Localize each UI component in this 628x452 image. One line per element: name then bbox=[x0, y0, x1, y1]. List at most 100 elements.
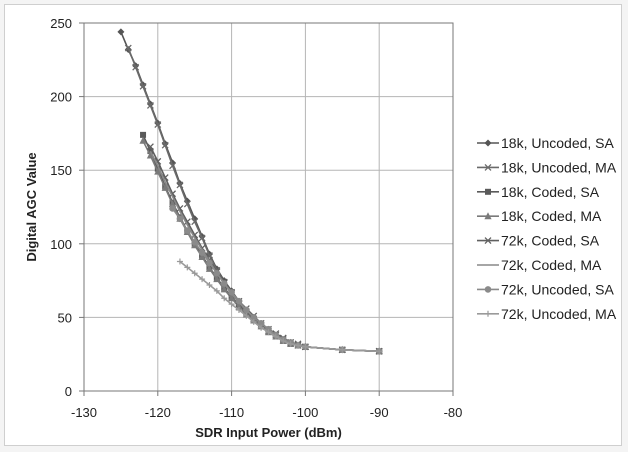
x-tick-label: -100 bbox=[292, 405, 318, 420]
data-point bbox=[139, 82, 147, 90]
data-point bbox=[484, 139, 492, 147]
data-point bbox=[132, 63, 140, 71]
plot-area bbox=[83, 22, 454, 392]
series-line bbox=[127, 47, 380, 353]
legend-label: 72k, Coded, MA bbox=[501, 257, 602, 273]
data-point bbox=[154, 167, 162, 175]
data-point bbox=[206, 259, 213, 267]
series-line bbox=[142, 134, 380, 353]
data-point bbox=[169, 205, 176, 212]
x-tick-label: -120 bbox=[145, 405, 171, 420]
data-point bbox=[161, 141, 169, 149]
x-axis-title: SDR Input Power (dBm) bbox=[195, 425, 342, 440]
data-point bbox=[213, 269, 221, 277]
data-point bbox=[280, 337, 287, 344]
data-point bbox=[250, 314, 258, 321]
data-point bbox=[213, 287, 220, 294]
data-point bbox=[258, 324, 265, 331]
series-7 bbox=[169, 205, 383, 355]
data-point bbox=[183, 200, 191, 208]
data-point bbox=[161, 183, 169, 191]
data-point bbox=[176, 215, 184, 223]
x-tick-label: -130 bbox=[71, 405, 97, 420]
data-point bbox=[265, 329, 272, 336]
data-point bbox=[235, 307, 242, 314]
data-point bbox=[287, 340, 294, 347]
series-line bbox=[149, 146, 380, 353]
data-point bbox=[339, 346, 346, 353]
data-point bbox=[169, 162, 177, 170]
legend-item: 72k, Coded, MA bbox=[477, 257, 602, 273]
data-point bbox=[213, 275, 221, 283]
data-point bbox=[302, 343, 309, 350]
series-line bbox=[120, 31, 380, 353]
legend-label: 72k, Uncoded, SA bbox=[501, 281, 615, 297]
legend-item: 72k, Uncoded, SA bbox=[477, 281, 615, 297]
data-point bbox=[220, 285, 228, 293]
data-point bbox=[257, 319, 265, 327]
x-tick-labels: -130 -120 -110 -100 -90 -80 bbox=[71, 391, 462, 420]
data-point bbox=[228, 294, 236, 302]
data-point bbox=[146, 143, 154, 151]
legend-item: 18k, Uncoded, MA bbox=[477, 159, 617, 175]
data-point bbox=[161, 174, 169, 182]
data-point bbox=[117, 28, 125, 36]
data-point bbox=[235, 297, 243, 305]
data-point bbox=[184, 227, 191, 234]
data-point bbox=[484, 237, 492, 245]
series-8 bbox=[176, 258, 383, 355]
legend-label: 18k, Uncoded, SA bbox=[501, 135, 615, 151]
data-point bbox=[243, 306, 250, 314]
legend-item: 72k, Uncoded, MA bbox=[477, 306, 617, 322]
data-point bbox=[198, 253, 206, 261]
legend-label: 18k, Coded, SA bbox=[501, 184, 600, 200]
data-point bbox=[176, 181, 184, 189]
series-6 bbox=[149, 150, 380, 353]
series-5 bbox=[146, 143, 383, 355]
data-point bbox=[485, 188, 491, 195]
legend-item: 72k, Coded, SA bbox=[477, 233, 600, 249]
data-point bbox=[198, 249, 206, 256]
y-axis-title: Digital AGC Value bbox=[24, 152, 39, 261]
data-point bbox=[140, 131, 147, 138]
legend-label: 72k, Uncoded, MA bbox=[501, 306, 617, 322]
data-point bbox=[484, 212, 492, 220]
data-point bbox=[485, 310, 491, 317]
data-point bbox=[191, 218, 199, 226]
series-line bbox=[179, 260, 380, 353]
data-point bbox=[484, 163, 492, 171]
data-point bbox=[147, 148, 154, 155]
x-tick-label: -110 bbox=[219, 405, 244, 420]
data-point bbox=[205, 264, 214, 272]
data-point bbox=[295, 342, 302, 349]
y-tick-label: 50 bbox=[58, 310, 72, 325]
data-point bbox=[484, 286, 492, 293]
data-point bbox=[228, 301, 235, 308]
series-2 bbox=[124, 44, 383, 355]
data-point bbox=[191, 239, 198, 246]
y-tick-label: 0 bbox=[65, 384, 72, 399]
data-point bbox=[376, 348, 383, 355]
data-point bbox=[228, 289, 235, 296]
series-line bbox=[142, 140, 380, 353]
y-tick-labels: 0 50 100 150 200 250 bbox=[50, 16, 84, 399]
data-point bbox=[243, 312, 250, 319]
series-line bbox=[149, 150, 380, 353]
legend-label: 18k, Uncoded, MA bbox=[501, 159, 617, 175]
x-tick-label: -80 bbox=[444, 405, 463, 420]
legend: 18k, Uncoded, SA 18k, Uncoded, MA 18k, Cod… bbox=[477, 135, 617, 322]
data-point bbox=[199, 276, 206, 283]
y-tick-label: 150 bbox=[50, 163, 72, 178]
x-tick-label: -90 bbox=[370, 405, 389, 420]
legend-label: 72k, Coded, SA bbox=[501, 233, 600, 249]
data-point bbox=[124, 44, 132, 52]
data-point bbox=[139, 136, 147, 144]
series-1 bbox=[117, 28, 383, 355]
y-tick-label: 200 bbox=[50, 90, 72, 105]
legend-item: 18k, Coded, SA bbox=[477, 184, 600, 200]
series-layer bbox=[117, 28, 383, 355]
y-tick-label: 250 bbox=[50, 16, 72, 31]
data-point bbox=[176, 258, 183, 265]
data-point bbox=[220, 280, 228, 287]
data-point bbox=[146, 151, 155, 159]
